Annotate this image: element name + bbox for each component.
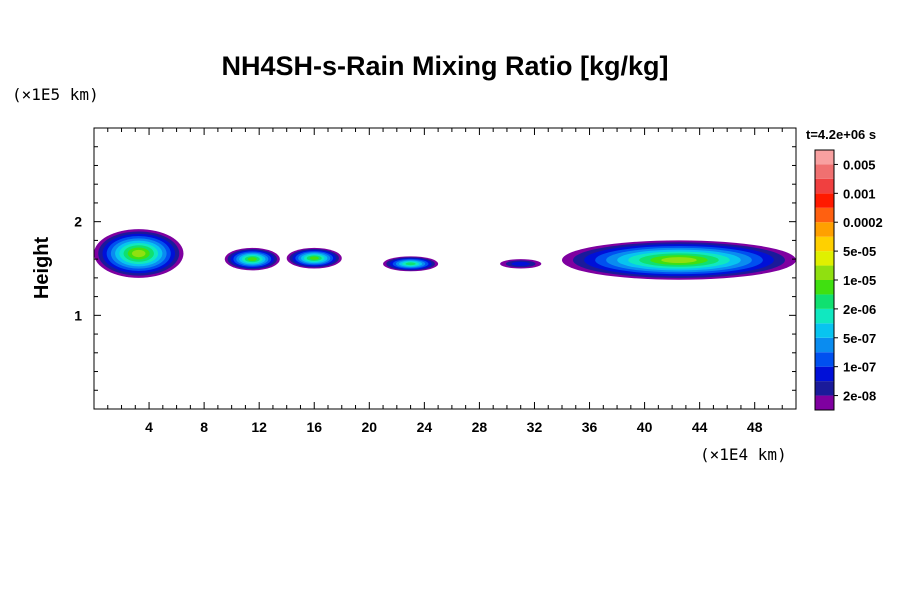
- data-feature: [224, 247, 280, 271]
- colorbar-segment: [815, 395, 834, 410]
- contour-level: [309, 256, 319, 260]
- colorbar-label: 1e-05: [843, 273, 876, 288]
- colorbar-segment: [815, 236, 834, 252]
- y-tick-label: 2: [74, 214, 82, 230]
- x-tick-label: 28: [472, 419, 488, 435]
- colorbar-segment: [815, 366, 834, 382]
- colorbar-label: 0.001: [843, 186, 876, 201]
- x-tick-label: 44: [692, 419, 708, 435]
- x-tick-label: 32: [527, 419, 543, 435]
- colorbar-segment: [815, 207, 834, 223]
- x-tick-label: 36: [582, 419, 598, 435]
- colorbar-label: 1e-07: [843, 360, 876, 375]
- colorbar-segment: [815, 251, 834, 266]
- colorbar-segment: [815, 265, 834, 280]
- time-label: t=4.2e+06 s: [806, 127, 876, 142]
- colorbar-segment: [815, 280, 834, 295]
- x-tick-label: 4: [145, 419, 153, 435]
- contour-level: [247, 257, 257, 262]
- x-tick-label: 48: [747, 419, 763, 435]
- data-feature: [562, 240, 796, 280]
- colorbar-label: 5e-05: [843, 244, 876, 259]
- colorbar-label: 5e-07: [843, 331, 876, 346]
- plot-frame: [93, 127, 797, 410]
- colorbar-label: 2e-06: [843, 302, 876, 317]
- colorbar-segment: [815, 337, 834, 353]
- colorbar-segment: [815, 164, 834, 179]
- colorbar-segment: [815, 294, 834, 309]
- x-unit-label: (×1E4 km): [700, 445, 787, 464]
- data-feature: [500, 259, 542, 269]
- data-feature: [383, 256, 439, 272]
- x-tick-label: 40: [637, 419, 653, 435]
- y-axis-label: Height: [31, 237, 53, 300]
- x-tick-label: 12: [251, 419, 267, 435]
- data-feature: [94, 229, 184, 278]
- contour-level: [131, 249, 146, 258]
- x-tick-label: 20: [362, 419, 378, 435]
- colorbar-label: 0.0002: [843, 215, 883, 230]
- colorbar-segment: [815, 178, 834, 194]
- plot-data: [94, 229, 796, 280]
- x-tick-label: 24: [417, 419, 433, 435]
- colorbar-segment: [815, 323, 834, 338]
- y-unit-label: (×1E5 km): [12, 85, 99, 104]
- y-tick-label: 1: [74, 307, 82, 323]
- colorbar-segment: [815, 381, 834, 396]
- colorbar-label: 0.005: [843, 157, 876, 172]
- colorbar: 2e-08 1e-07 5e-07 2e-06 1e-05 5e-05 0.0002 0.00…: [814, 149, 883, 411]
- colorbar-label: 2e-08: [843, 389, 876, 404]
- chart-title: NH4SH-s-Rain Mixing Ratio [kg/kg]: [221, 51, 668, 81]
- contour-level: [661, 257, 697, 264]
- colorbar-segment: [815, 308, 834, 324]
- contour-level: [511, 261, 530, 266]
- x-tick-label: 16: [306, 419, 322, 435]
- colorbar-segment: [815, 150, 834, 165]
- colorbar-segment: [815, 193, 834, 208]
- colorbar-segment: [815, 352, 834, 367]
- x-tick-label: 8: [200, 419, 208, 435]
- data-feature: [286, 247, 342, 269]
- colorbar-segment: [815, 222, 834, 237]
- contour-level: [405, 262, 416, 266]
